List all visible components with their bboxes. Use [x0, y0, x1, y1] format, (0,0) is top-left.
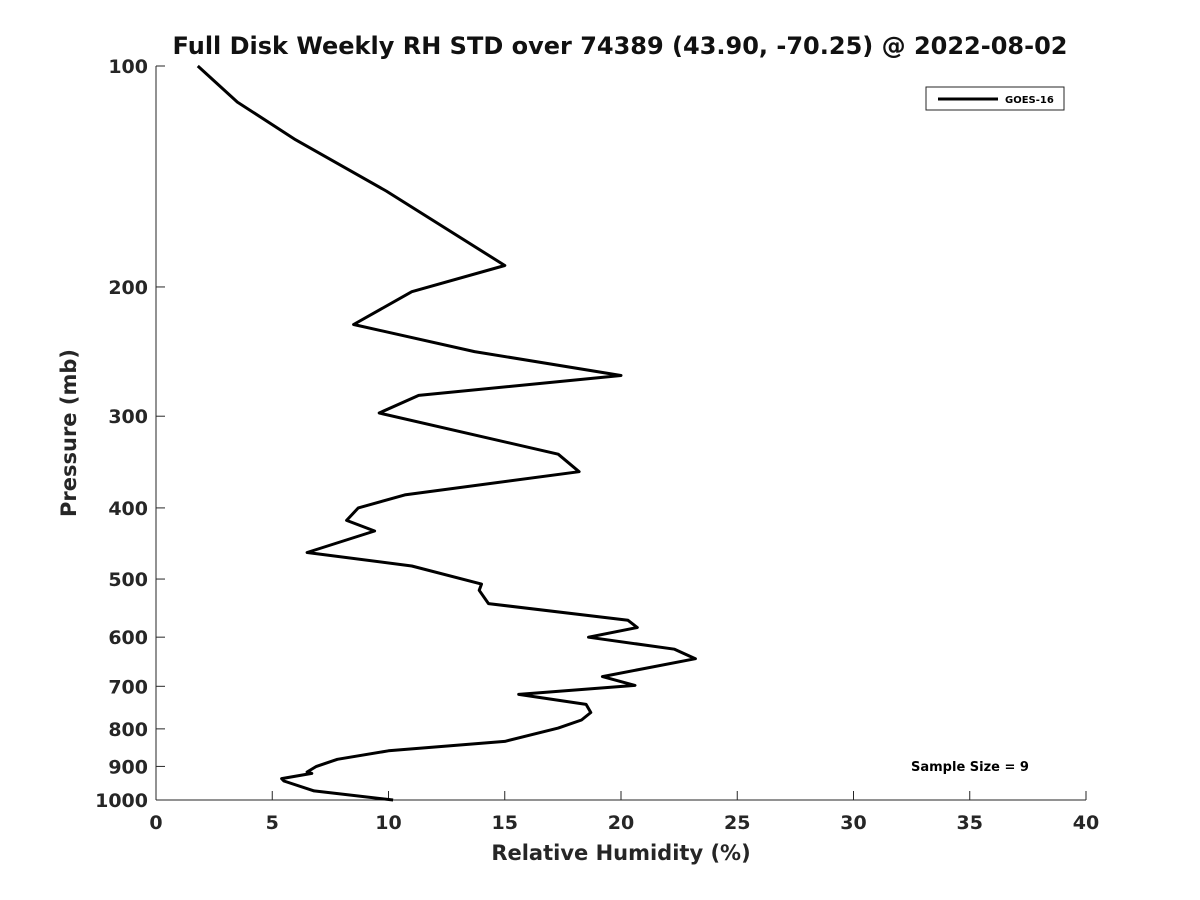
x-tick-label: 5	[266, 812, 279, 834]
y-tick-label: 500	[108, 569, 148, 591]
x-ticks: 0 5 10 15 20 25 30 35 40	[149, 791, 1099, 834]
y-tick-label: 700	[108, 676, 148, 698]
x-tick-label: 40	[1073, 812, 1099, 834]
x-tick-label: 15	[492, 812, 518, 834]
x-tick-label: 30	[840, 812, 866, 834]
y-axis-label: Pressure (mb)	[57, 349, 81, 517]
x-tick-label: 25	[724, 812, 750, 834]
legend-label: GOES-16	[1005, 95, 1054, 106]
y-tick-label: 900	[108, 756, 148, 778]
y-tick-label: 100	[108, 56, 148, 78]
y-tick-label: 800	[108, 719, 148, 741]
plot-area: 0 5 10 15 20 25 30 35 40 100 200 300 400 500 600 700 80…	[95, 56, 1099, 834]
x-tick-label: 20	[608, 812, 634, 834]
y-ticks: 100 200 300 400 500 600 700 800 900 1000	[95, 56, 165, 812]
y-tick-label: 1000	[95, 790, 148, 812]
legend: GOES-16	[925, 86, 1065, 111]
y-tick-label: 300	[108, 406, 148, 428]
x-tick-label: 10	[375, 812, 401, 834]
y-tick-label: 200	[108, 277, 148, 299]
x-axis-label: Relative Humidity (%)	[491, 841, 750, 865]
y-tick-label: 400	[108, 498, 148, 520]
y-tick-label: 600	[108, 627, 148, 649]
sample-size-annotation: Sample Size = 9	[911, 760, 1029, 775]
x-tick-label: 35	[957, 812, 983, 834]
series-line-goes-16	[196, 64, 697, 802]
x-tick-label: 0	[149, 812, 162, 834]
chart-title: Full Disk Weekly RH STD over 74389 (43.9…	[173, 32, 1068, 60]
